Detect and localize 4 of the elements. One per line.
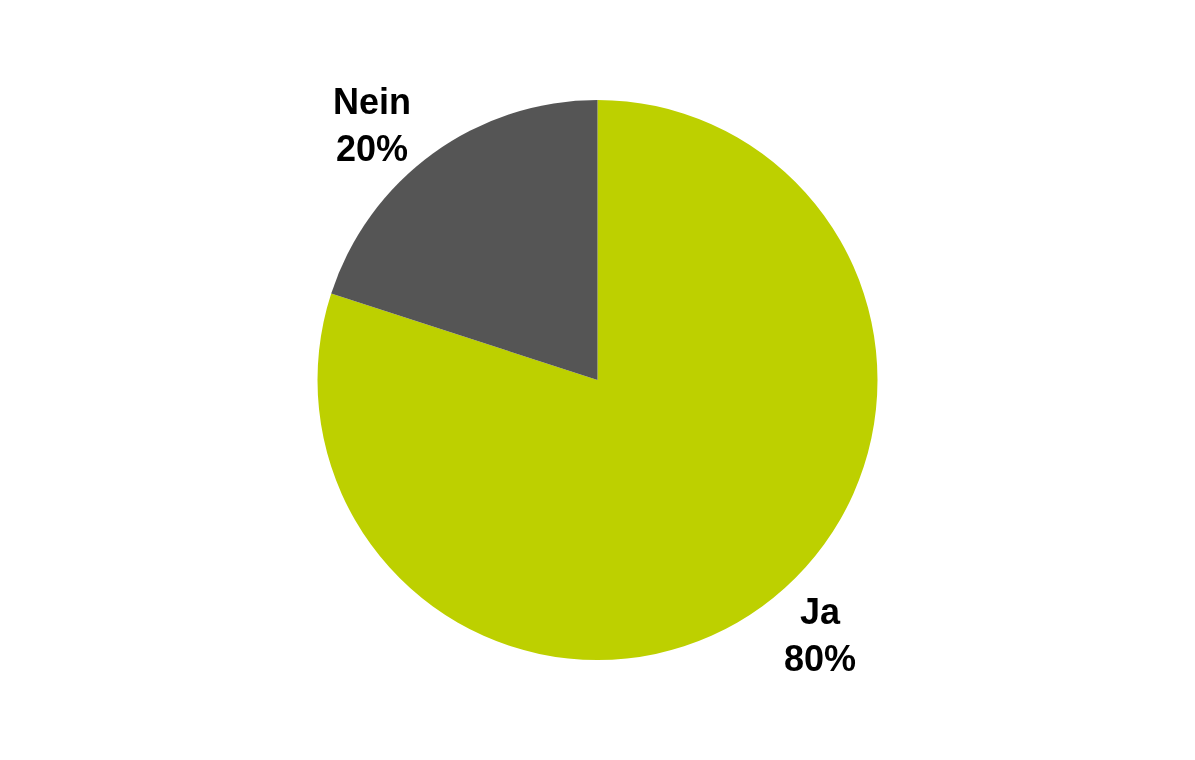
slice-label: Nein — [332, 80, 411, 122]
slice-label: Ja — [800, 591, 842, 633]
data-label: 20% — [335, 127, 408, 169]
data-label: 80% — [784, 638, 857, 680]
